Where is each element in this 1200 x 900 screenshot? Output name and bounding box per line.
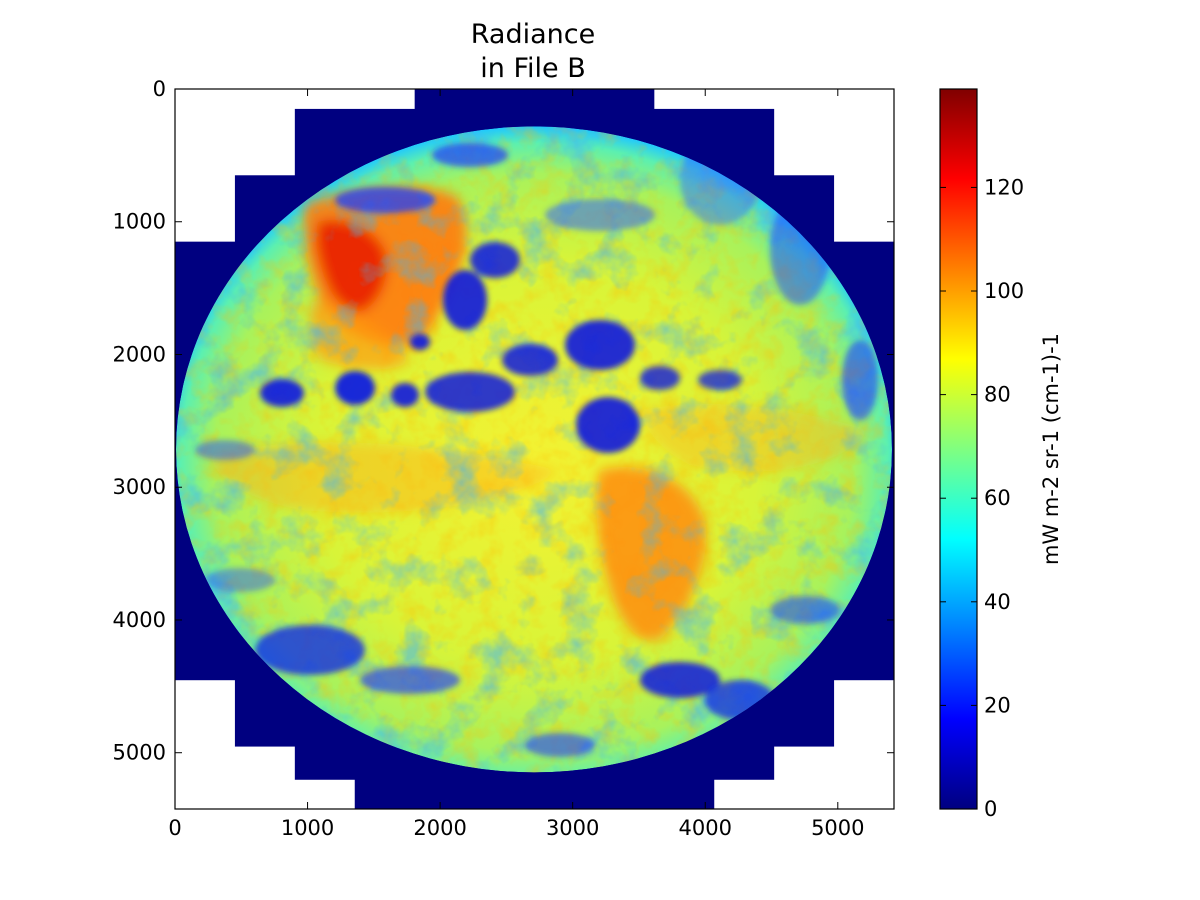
- y-tick-label: 0: [153, 77, 166, 101]
- chart-title-line-1: Radiance: [471, 19, 595, 50]
- y-tick-label: 3000: [113, 475, 166, 499]
- colorbar: 0 20 40 60 80 100 120 mW m-2 sr-1 (cm-1)-1: [939, 88, 1063, 821]
- storm-10: [640, 366, 680, 390]
- cloud-north-1: [335, 187, 435, 213]
- storm-2: [335, 371, 375, 405]
- colorbar-tick-label: 60: [984, 486, 1011, 510]
- x-tick-label: 0: [168, 816, 181, 840]
- storm-8: [565, 320, 635, 370]
- colorbar-label: mW m-2 sr-1 (cm-1)-1: [1039, 333, 1063, 565]
- chart-title-line-2: in File B: [480, 53, 585, 84]
- cloud-south-6: [770, 596, 840, 624]
- colorbar-tick-label: 80: [984, 383, 1011, 407]
- cloud-southwest-1: [205, 568, 275, 592]
- cloud-east-1: [842, 340, 878, 420]
- y-axis: 0 1000 2000 3000 4000 5000: [113, 77, 894, 765]
- cloud-north-2: [432, 143, 508, 167]
- storm-1: [260, 379, 304, 407]
- storm-12: [410, 334, 430, 350]
- y-tick-label: 1000: [113, 210, 166, 234]
- cloud-south-1: [255, 625, 365, 675]
- colorbar-tick-label: 120: [984, 175, 1024, 199]
- cloud-north-3: [545, 199, 655, 231]
- x-tick-label: 4000: [679, 816, 732, 840]
- y-tick-label: 2000: [113, 342, 166, 366]
- storm-9: [576, 397, 640, 453]
- plot-area: [175, 89, 894, 809]
- storm-11: [698, 370, 742, 390]
- colorbar-ticks: 0 20 40 60 80 100 120: [940, 175, 1024, 821]
- x-tick-label: 3000: [546, 816, 599, 840]
- colorbar-tick-label: 100: [984, 279, 1024, 303]
- x-tick-label: 1000: [281, 816, 334, 840]
- storm-5: [443, 270, 487, 330]
- fill-block-7: [354, 779, 715, 809]
- y-tick-label: 5000: [113, 741, 166, 765]
- earth-disk-image: [176, 126, 892, 773]
- y-tick-label: 4000: [113, 608, 166, 632]
- cloud-south-4: [640, 662, 720, 698]
- plot-frame: [174, 88, 895, 810]
- colorbar-tick-label: 0: [984, 797, 997, 821]
- cloud-south-3: [525, 733, 595, 757]
- cloud-west-1: [195, 440, 255, 460]
- colorbar-tick-label: 40: [984, 590, 1011, 614]
- storm-7: [502, 344, 558, 376]
- fill-block-1: [414, 89, 655, 110]
- x-tick-label: 5000: [811, 816, 864, 840]
- x-axis: 0 1000 2000 3000 4000 5000: [168, 89, 865, 840]
- cloud-south-2: [360, 666, 460, 694]
- colorbar-gradient: [940, 89, 977, 809]
- storm-6: [470, 242, 520, 278]
- storm-3: [391, 383, 419, 407]
- colorbar-frame: [939, 88, 978, 810]
- storm-4: [425, 372, 515, 412]
- x-tick-label: 2000: [413, 816, 466, 840]
- colorbar-tick-label: 20: [984, 693, 1011, 717]
